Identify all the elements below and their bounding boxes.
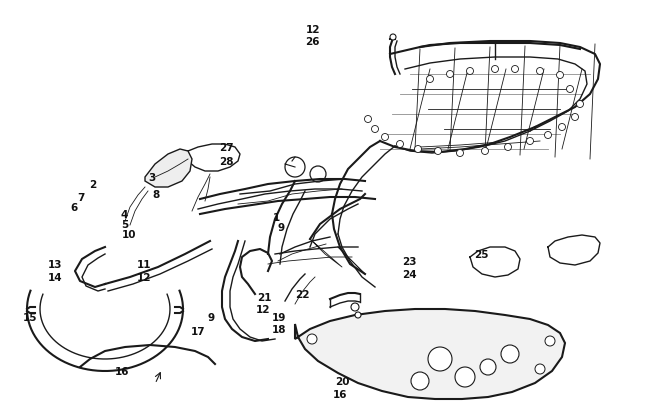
Text: 20: 20 <box>335 376 350 386</box>
Text: 12: 12 <box>306 25 320 35</box>
Text: 5: 5 <box>121 220 128 230</box>
Circle shape <box>567 86 573 93</box>
Text: 9: 9 <box>208 312 215 322</box>
Text: 11: 11 <box>136 259 151 269</box>
Circle shape <box>467 68 473 75</box>
Text: 26: 26 <box>306 37 320 47</box>
Text: 12: 12 <box>255 304 270 314</box>
Circle shape <box>426 76 434 83</box>
Circle shape <box>355 312 361 318</box>
Text: 24: 24 <box>402 269 417 279</box>
Circle shape <box>307 334 317 344</box>
Text: 9: 9 <box>278 222 285 232</box>
Text: 19: 19 <box>272 312 287 322</box>
Text: 2: 2 <box>89 179 96 190</box>
Circle shape <box>411 372 429 390</box>
Circle shape <box>396 141 404 148</box>
Circle shape <box>571 114 578 121</box>
Circle shape <box>447 71 454 78</box>
Polygon shape <box>145 149 192 188</box>
Text: 17: 17 <box>190 326 205 336</box>
Text: 7: 7 <box>77 192 85 202</box>
Text: 25: 25 <box>474 249 489 259</box>
Text: 23: 23 <box>402 256 417 266</box>
Circle shape <box>434 148 441 155</box>
Text: 1: 1 <box>273 213 280 222</box>
Text: 6: 6 <box>71 202 78 213</box>
Text: 10: 10 <box>122 230 136 239</box>
Text: 4: 4 <box>121 209 128 220</box>
Circle shape <box>536 68 543 75</box>
Circle shape <box>482 148 489 155</box>
Circle shape <box>535 364 545 374</box>
Text: 16: 16 <box>115 366 129 376</box>
Circle shape <box>491 66 499 73</box>
Circle shape <box>455 367 475 387</box>
Circle shape <box>512 66 519 73</box>
Circle shape <box>415 146 421 153</box>
Circle shape <box>390 35 396 41</box>
Circle shape <box>577 101 584 108</box>
Circle shape <box>545 336 555 346</box>
Circle shape <box>501 345 519 363</box>
Text: 22: 22 <box>295 289 309 299</box>
Circle shape <box>372 126 378 133</box>
Circle shape <box>504 144 512 151</box>
Text: 15: 15 <box>23 312 38 322</box>
Circle shape <box>558 124 566 131</box>
Polygon shape <box>295 309 565 399</box>
Circle shape <box>428 347 452 371</box>
Text: 18: 18 <box>272 324 287 334</box>
Text: 13: 13 <box>47 259 62 269</box>
Circle shape <box>545 132 551 139</box>
Circle shape <box>456 150 463 157</box>
Circle shape <box>556 72 564 79</box>
Text: 16: 16 <box>333 389 348 399</box>
Circle shape <box>365 116 372 123</box>
Text: 21: 21 <box>257 292 272 302</box>
Text: 28: 28 <box>220 157 234 166</box>
Text: 12: 12 <box>136 272 151 282</box>
Text: 27: 27 <box>220 143 234 153</box>
Text: 8: 8 <box>152 190 159 200</box>
Circle shape <box>382 134 389 141</box>
Circle shape <box>480 359 496 375</box>
Circle shape <box>526 138 534 145</box>
Text: 3: 3 <box>148 173 155 183</box>
Text: 14: 14 <box>47 272 62 282</box>
Circle shape <box>351 303 359 311</box>
